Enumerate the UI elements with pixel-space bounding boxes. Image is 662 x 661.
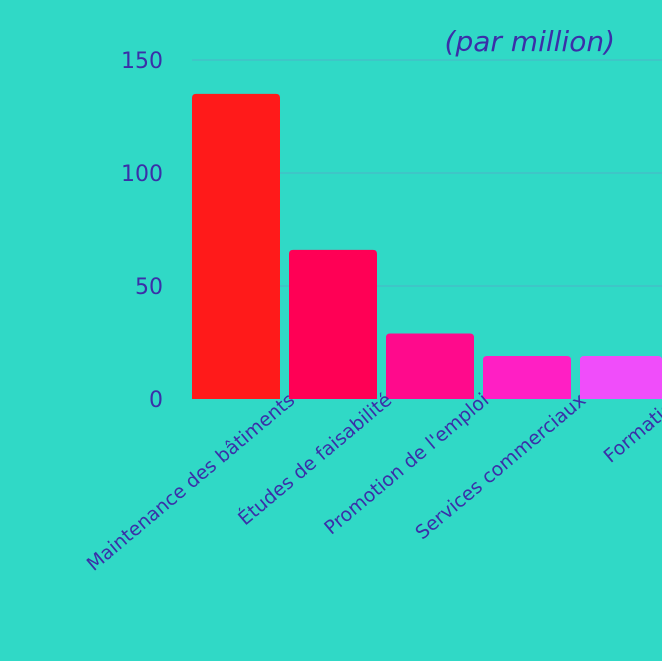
x-tick-label: Formation (600, 389, 662, 468)
bar (192, 93, 280, 400)
y-tick-label: 0 (149, 388, 163, 413)
bar (483, 356, 571, 399)
x-tick-label: Promotion de l'emploi (320, 389, 493, 539)
bar (386, 333, 474, 399)
bar (289, 249, 377, 399)
y-tick-label: 100 (121, 162, 163, 187)
bar (580, 356, 662, 399)
y-tick-label: 150 (121, 49, 163, 74)
y-axis-ticks: 0 50 100 150 (121, 49, 163, 413)
unit-label: (par million) (445, 25, 615, 58)
x-tick-label: Services commerciaux (411, 389, 590, 544)
y-tick-label: 50 (135, 275, 163, 300)
bars (192, 93, 662, 400)
x-tick-label: Maintenance des bâtiments (83, 389, 299, 576)
x-tick-label: Études de faisabilité (233, 388, 396, 530)
